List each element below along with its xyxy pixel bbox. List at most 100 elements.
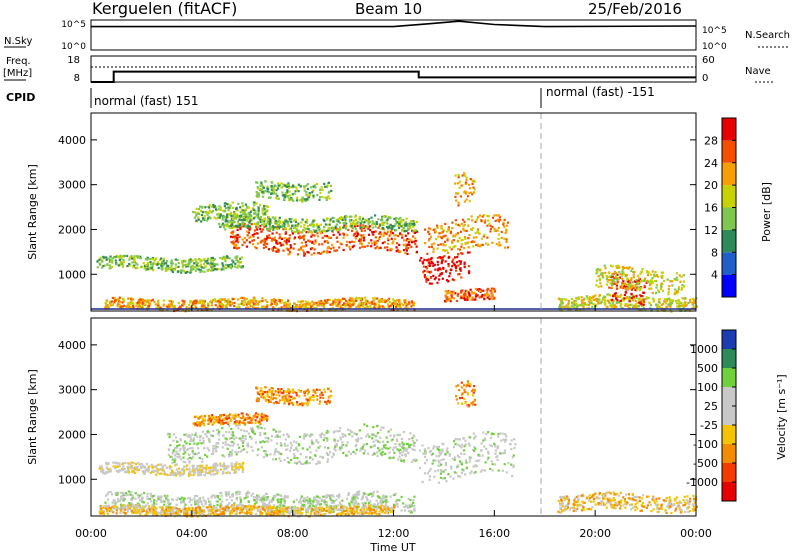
velocity-cell bbox=[257, 427, 260, 430]
power-cell bbox=[373, 302, 376, 305]
power-cell bbox=[559, 298, 563, 301]
power-cell bbox=[231, 302, 234, 305]
velocity-cell bbox=[119, 491, 122, 495]
power-cell bbox=[244, 203, 247, 206]
power-cell bbox=[335, 249, 338, 252]
velocity-cell bbox=[173, 454, 177, 457]
power-cell bbox=[206, 211, 209, 214]
velocity-cell bbox=[311, 442, 314, 446]
power-cell bbox=[617, 264, 620, 267]
power-cell bbox=[247, 306, 250, 310]
power-cell bbox=[335, 223, 338, 226]
power-cell bbox=[382, 234, 385, 237]
power-cell bbox=[307, 196, 311, 199]
velocity-cell bbox=[167, 499, 170, 502]
power-cell bbox=[221, 222, 225, 225]
velocity-cell bbox=[392, 448, 395, 451]
power-cell bbox=[619, 305, 622, 308]
power-cell bbox=[383, 214, 386, 218]
velocity-cell bbox=[340, 446, 344, 449]
power-cell bbox=[328, 223, 331, 226]
power-cell bbox=[349, 304, 352, 307]
power-cell bbox=[463, 220, 466, 223]
power-cell bbox=[289, 244, 292, 247]
power-cell bbox=[261, 297, 264, 300]
power-cell bbox=[249, 226, 252, 229]
power-cell bbox=[108, 264, 112, 267]
power-cell bbox=[198, 301, 201, 304]
velocity-cell bbox=[140, 493, 143, 496]
power-cell bbox=[255, 222, 258, 226]
power-cell bbox=[273, 302, 276, 305]
power-cell bbox=[451, 241, 454, 245]
power-cell bbox=[168, 267, 171, 271]
power-cell bbox=[637, 279, 640, 282]
power-cell bbox=[402, 219, 405, 222]
power-cell bbox=[646, 280, 650, 284]
power-cell bbox=[243, 296, 246, 300]
velocity-cell bbox=[210, 466, 213, 469]
power-cell bbox=[307, 239, 310, 242]
power-cell bbox=[609, 275, 612, 278]
power-cell bbox=[480, 220, 483, 223]
power-cell bbox=[128, 264, 131, 267]
velocity-cell bbox=[230, 462, 233, 465]
power-cell bbox=[455, 199, 458, 202]
power-cell bbox=[470, 228, 474, 231]
power-cell bbox=[654, 279, 657, 283]
power-cell bbox=[455, 261, 459, 264]
power-cell bbox=[490, 295, 493, 298]
power-cell bbox=[235, 214, 238, 217]
power-cell bbox=[595, 269, 598, 272]
power-cell bbox=[189, 260, 192, 263]
power-cell bbox=[629, 278, 633, 281]
power-cell bbox=[348, 245, 351, 249]
power-cell bbox=[327, 245, 330, 248]
power-cell bbox=[189, 301, 192, 304]
velocity-cell bbox=[196, 501, 200, 504]
power-cell bbox=[666, 278, 669, 281]
power-cell bbox=[617, 295, 620, 298]
velocity-cell bbox=[230, 464, 233, 467]
power-cell bbox=[190, 266, 193, 269]
power-cell bbox=[248, 299, 251, 303]
velocity-cell bbox=[178, 507, 182, 511]
velocity-cell bbox=[201, 465, 204, 468]
power-cell bbox=[253, 232, 256, 235]
power-cell bbox=[451, 278, 454, 281]
velocity-cell bbox=[322, 509, 325, 512]
velocity-cell bbox=[354, 502, 357, 505]
power-cell bbox=[383, 232, 386, 235]
velocity-cell bbox=[390, 507, 393, 510]
power-cell bbox=[295, 304, 298, 307]
power-cell bbox=[361, 217, 365, 220]
velocity-cell bbox=[309, 451, 312, 454]
power-cell bbox=[633, 297, 637, 300]
power-cell bbox=[226, 256, 229, 259]
power-cell bbox=[272, 190, 276, 193]
power-cell bbox=[402, 304, 405, 307]
power-cell bbox=[452, 235, 455, 238]
power-cell bbox=[386, 217, 390, 220]
power-cell bbox=[444, 234, 447, 237]
power-cell bbox=[285, 247, 288, 250]
power-cell bbox=[404, 251, 407, 255]
power-cell bbox=[394, 237, 397, 240]
velocity-cell bbox=[225, 498, 229, 501]
power-cell bbox=[470, 191, 473, 194]
power-cell bbox=[587, 297, 590, 300]
power-cell bbox=[378, 232, 381, 235]
power-cell bbox=[461, 238, 464, 242]
velocity-cell bbox=[198, 470, 201, 473]
velocity-cell bbox=[159, 467, 162, 471]
power-cell bbox=[505, 224, 509, 227]
power-cell bbox=[282, 194, 285, 197]
velocity-cell bbox=[383, 496, 386, 499]
power-cell bbox=[400, 219, 403, 222]
velocity-cell bbox=[224, 437, 227, 440]
power-cell bbox=[590, 299, 593, 302]
power-cell bbox=[207, 268, 211, 271]
power-cell bbox=[286, 189, 289, 192]
velocity-cell bbox=[356, 503, 359, 506]
power-cell bbox=[595, 272, 598, 275]
